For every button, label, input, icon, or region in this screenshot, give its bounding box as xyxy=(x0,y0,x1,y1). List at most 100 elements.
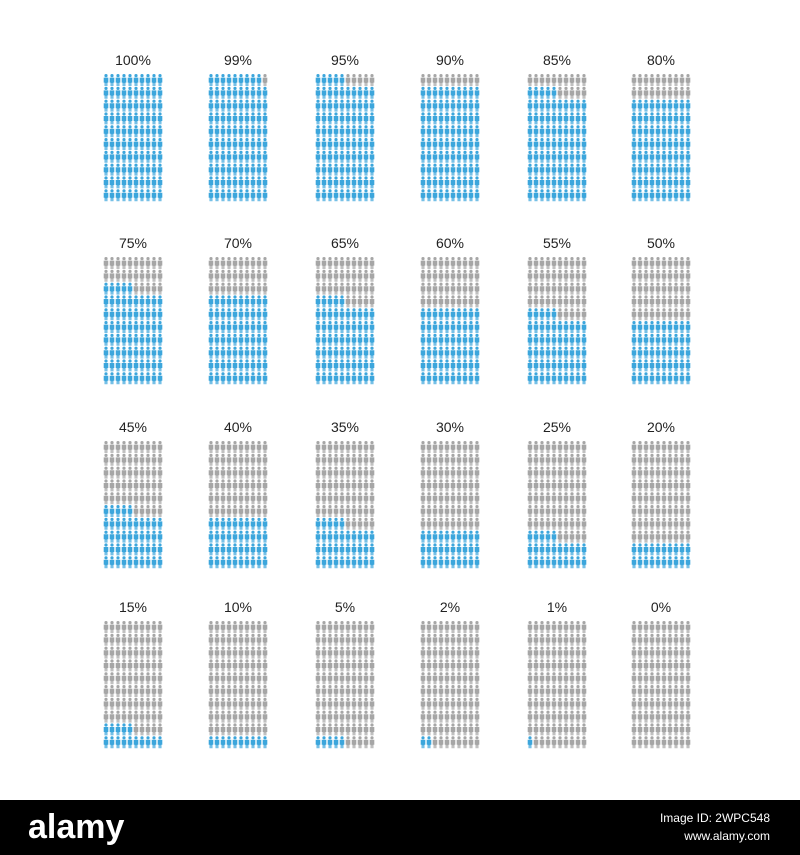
person-icon xyxy=(557,633,563,646)
person-icon-filled xyxy=(121,736,127,749)
person-icon-filled xyxy=(103,125,109,138)
person-icon xyxy=(133,282,139,295)
person-icon xyxy=(545,517,551,530)
person-icon xyxy=(462,685,468,697)
person-icon xyxy=(244,466,250,479)
person-icon xyxy=(557,441,563,453)
person-icon-filled xyxy=(121,333,127,346)
person-icon-filled xyxy=(655,150,661,163)
person-icon xyxy=(232,479,238,492)
person-icon-filled xyxy=(103,295,109,308)
person-icon xyxy=(667,646,673,659)
person-icon xyxy=(655,308,661,321)
icon-grid xyxy=(208,257,268,385)
panel-label: 50% xyxy=(647,235,675,251)
person-icon xyxy=(327,441,333,453)
person-icon xyxy=(474,517,480,530)
person-icon-filled xyxy=(232,530,238,543)
panel-label: 65% xyxy=(331,235,359,251)
person-icon xyxy=(333,621,339,633)
person-icon-filled xyxy=(339,138,345,150)
person-icon-filled xyxy=(103,176,109,189)
person-icon xyxy=(533,257,539,269)
person-icon xyxy=(226,466,232,479)
person-icon-filled xyxy=(345,86,351,99)
person-icon-filled xyxy=(139,112,145,125)
person-icon xyxy=(127,710,133,723)
person-icon-filled xyxy=(244,517,250,530)
person-icon-filled xyxy=(226,112,232,125)
person-icon xyxy=(315,685,321,697)
person-icon-filled xyxy=(208,308,214,321)
person-icon-filled xyxy=(474,112,480,125)
person-icon xyxy=(244,710,250,723)
person-icon xyxy=(103,479,109,492)
person-icon-filled xyxy=(444,189,450,202)
person-icon-filled xyxy=(557,125,563,138)
person-icon-filled xyxy=(438,372,444,385)
person-icon-filled xyxy=(637,346,643,359)
person-icon-filled xyxy=(655,333,661,346)
person-icon xyxy=(157,633,163,646)
person-icon xyxy=(462,697,468,710)
person-icon-filled xyxy=(256,125,262,138)
person-icon-filled xyxy=(157,99,163,112)
person-icon xyxy=(569,633,575,646)
person-icon-filled xyxy=(637,138,643,150)
person-icon-filled xyxy=(315,372,321,385)
person-icon-filled xyxy=(244,138,250,150)
person-icon xyxy=(563,86,569,99)
person-icon-filled xyxy=(527,308,533,321)
person-icon-filled xyxy=(679,112,685,125)
person-icon-filled xyxy=(115,530,121,543)
person-icon xyxy=(545,659,551,672)
person-icon-filled xyxy=(631,333,637,346)
person-icon xyxy=(637,697,643,710)
person-icon xyxy=(575,517,581,530)
person-icon xyxy=(533,441,539,453)
person-icon xyxy=(569,295,575,308)
person-icon-filled xyxy=(438,150,444,163)
person-icon-filled xyxy=(432,556,438,569)
person-icon xyxy=(456,479,462,492)
person-icon xyxy=(139,453,145,466)
person-icon xyxy=(474,492,480,505)
person-icon xyxy=(109,685,115,697)
person-icon xyxy=(444,672,450,685)
person-icon-filled xyxy=(426,112,432,125)
person-icon xyxy=(226,659,232,672)
person-icon xyxy=(667,295,673,308)
person-icon xyxy=(637,86,643,99)
person-icon-filled xyxy=(474,86,480,99)
person-icon xyxy=(527,723,533,736)
person-icon-filled xyxy=(444,308,450,321)
panel-label: 35% xyxy=(331,419,359,435)
person-icon xyxy=(214,453,220,466)
person-icon xyxy=(208,659,214,672)
person-icon-filled xyxy=(327,189,333,202)
person-icon xyxy=(262,269,268,282)
person-icon-filled xyxy=(533,530,539,543)
person-icon-filled xyxy=(527,556,533,569)
person-icon xyxy=(661,723,667,736)
person-icon xyxy=(545,672,551,685)
person-icon-filled xyxy=(250,99,256,112)
person-icon-filled xyxy=(661,333,667,346)
person-icon xyxy=(151,504,157,517)
person-icon-filled xyxy=(655,112,661,125)
person-icon-filled xyxy=(462,125,468,138)
person-icon xyxy=(533,73,539,86)
person-icon xyxy=(133,659,139,672)
person-icon-filled xyxy=(220,74,226,86)
person-icon xyxy=(450,295,456,308)
person-icon xyxy=(575,492,581,505)
person-icon xyxy=(468,646,474,659)
person-icon-filled xyxy=(631,112,637,125)
person-icon xyxy=(581,453,587,466)
person-icon-filled xyxy=(127,723,133,736)
person-icon xyxy=(238,479,244,492)
person-icon-filled xyxy=(327,543,333,556)
person-icon-filled xyxy=(351,346,357,359)
person-icon xyxy=(127,684,133,697)
person-icon-filled xyxy=(238,372,244,385)
